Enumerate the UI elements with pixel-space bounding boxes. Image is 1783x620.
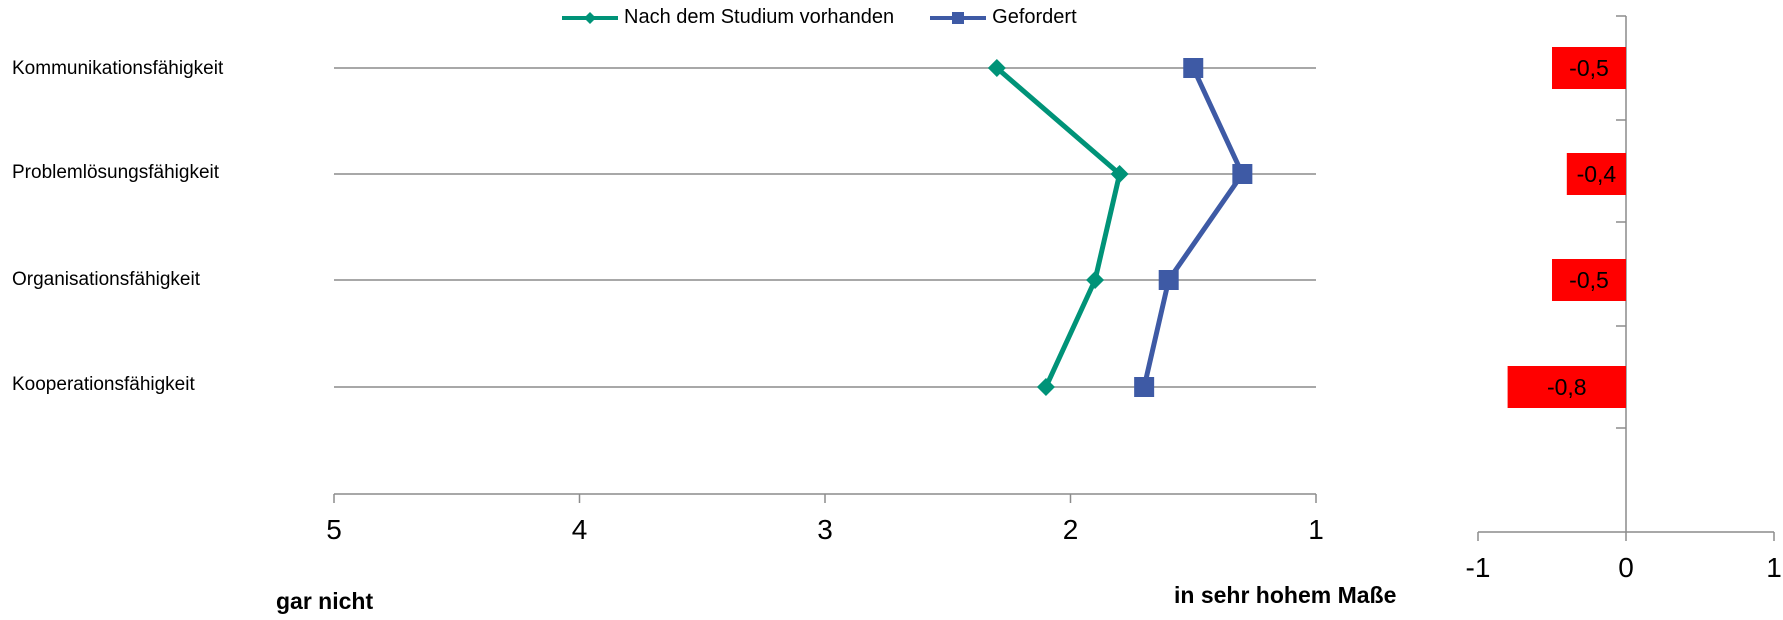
diff-bar — [1507, 366, 1626, 408]
data-point-diamond — [1086, 271, 1105, 289]
diff-x-tick-label: 1 — [1766, 552, 1782, 583]
series-line-1 — [995, 66, 1123, 389]
diff-bar-label: -0,8 — [1547, 374, 1587, 400]
legend-label-gefordert: Gefordert — [992, 6, 1077, 28]
line-chart: 5 4 3 2 1 — [326, 58, 1324, 545]
series-line-2 — [1141, 66, 1245, 388]
diff-x-tick-label: 0 — [1618, 552, 1634, 583]
diff-bar — [1566, 153, 1626, 195]
legend-item-gefordert: Gefordert — [928, 6, 1077, 29]
legend-label-vorhanden: Nach dem Studium vorhanden — [624, 6, 895, 28]
category-label: Organisationsfähigkeit — [12, 269, 200, 290]
category-label: Problemlösungsfähigkeit — [12, 162, 220, 183]
data-point-square — [1158, 270, 1179, 290]
x-tick-label: 5 — [326, 514, 342, 545]
data-point-diamond — [987, 59, 1006, 77]
difference-bar-chart: -1 0 1 -0,5 -0,4 -0,5 -0,8 — [1466, 15, 1782, 583]
data-point-diamond — [1110, 165, 1129, 183]
x-tick-label: 2 — [1063, 514, 1079, 545]
data-point-square — [1183, 58, 1204, 78]
diff-bar-label: -0,5 — [1569, 267, 1609, 293]
legend-swatch-gefordert — [930, 11, 987, 24]
x-tick-label: 1 — [1308, 514, 1324, 545]
diff-bar — [1552, 47, 1626, 89]
category-label: Kooperationsfähigkeit — [12, 374, 195, 395]
data-point-diamond — [1036, 378, 1055, 396]
x-tick-label: 3 — [817, 514, 833, 545]
diff-bar-label: -0,4 — [1577, 161, 1617, 187]
diff-bar — [1552, 259, 1626, 301]
category-label: Kommunikationsfähigkeit — [12, 58, 224, 79]
x-tick-label: 4 — [572, 514, 588, 545]
legend-item-vorhanden: Nach dem Studium vorhanden — [560, 6, 894, 29]
diff-x-tick-label: -1 — [1466, 552, 1491, 583]
legend: Nach dem Studium vorhanden Gefordert — [560, 6, 1111, 29]
axis-anchor-right: in sehr hohem Maße — [1174, 582, 1397, 608]
axis-anchor-left: gar nicht — [276, 588, 374, 614]
diff-bar-label: -0,5 — [1569, 55, 1609, 81]
legend-swatch-vorhanden — [562, 11, 618, 24]
data-point-square — [1232, 164, 1253, 184]
data-point-square — [1134, 377, 1155, 397]
